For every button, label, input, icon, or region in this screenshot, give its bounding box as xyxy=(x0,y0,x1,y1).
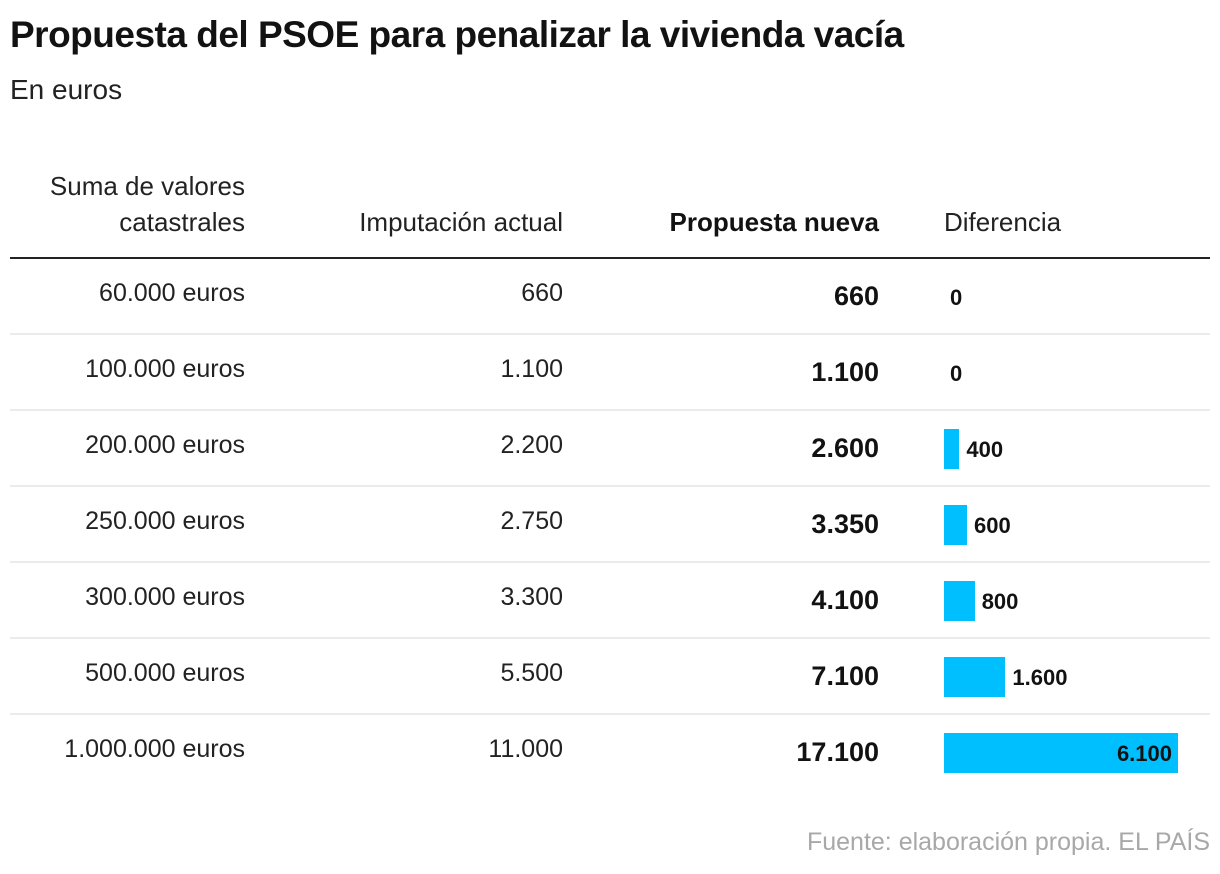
cell-actual: 3.300 xyxy=(500,583,563,611)
header-actual: Imputación actual xyxy=(359,207,563,237)
table-row: 200.000 euros 2.200 2.600 400 xyxy=(10,411,1210,487)
table-row: 250.000 euros 2.750 3.350 600 xyxy=(10,487,1210,563)
cell-valor: 500.000 euros xyxy=(85,659,245,687)
diferencia-bar xyxy=(944,733,1178,773)
cell-actual: 11.000 xyxy=(488,735,563,763)
cell-valor: 200.000 euros xyxy=(85,431,245,459)
header-nueva: Propuesta nueva xyxy=(669,207,879,237)
cell-actual: 1.100 xyxy=(500,355,563,383)
header-diferencia: Diferencia xyxy=(944,207,1062,237)
cell-nueva: 3.350 xyxy=(811,509,879,539)
diferencia-label: 1.600 xyxy=(1012,665,1068,690)
header-valores: Suma de valores catastrales xyxy=(49,171,245,237)
cell-nueva: 17.100 xyxy=(796,737,879,767)
cell-nueva: 1.100 xyxy=(811,357,879,387)
source-note: Fuente: elaboración propia. EL PAÍS xyxy=(806,828,1210,856)
cell-valor: 100.000 euros xyxy=(85,355,245,383)
cell-actual: 5.500 xyxy=(500,659,563,687)
diferencia-label: 0 xyxy=(950,285,963,310)
table-row: 1.000.000 euros 11.000 17.100 6.100 xyxy=(10,715,1210,791)
cell-valor: 1.000.000 euros xyxy=(64,735,245,763)
diferencia-label: 400 xyxy=(966,437,1004,462)
cell-actual: 2.200 xyxy=(500,431,563,459)
diferencia-bar xyxy=(944,505,968,545)
diferencia-label: 600 xyxy=(974,513,1011,538)
chart-subtitle: En euros xyxy=(10,74,123,105)
table-row: 60.000 euros 660 660 0 xyxy=(10,259,1210,335)
cell-nueva: 4.100 xyxy=(811,585,879,615)
table-row: 500.000 euros 5.500 7.100 1.600 xyxy=(10,639,1210,715)
table-row: 300.000 euros 3.300 4.100 800 xyxy=(10,563,1210,639)
diferencia-label: 800 xyxy=(981,589,1019,614)
chart-title: Propuesta del PSOE para penalizar la viv… xyxy=(10,14,904,55)
diferencia-label: 6.100 xyxy=(1116,741,1172,766)
cell-actual: 2.750 xyxy=(500,507,563,535)
diferencia-bar xyxy=(944,581,975,621)
cell-valor: 300.000 euros xyxy=(85,583,245,611)
diferencia-bar xyxy=(944,657,1006,697)
cell-valor: 250.000 euros xyxy=(85,507,245,535)
cell-valor: 60.000 euros xyxy=(99,279,245,307)
cell-nueva: 7.100 xyxy=(811,661,879,691)
diferencia-label: 0 xyxy=(950,361,963,386)
cell-nueva: 660 xyxy=(833,281,879,311)
table-row: 100.000 euros 1.100 1.100 0 xyxy=(10,335,1210,411)
cell-nueva: 2.600 xyxy=(811,433,879,463)
cell-actual: 660 xyxy=(521,279,563,307)
diferencia-bar xyxy=(944,429,960,469)
header-divider xyxy=(10,257,1210,259)
